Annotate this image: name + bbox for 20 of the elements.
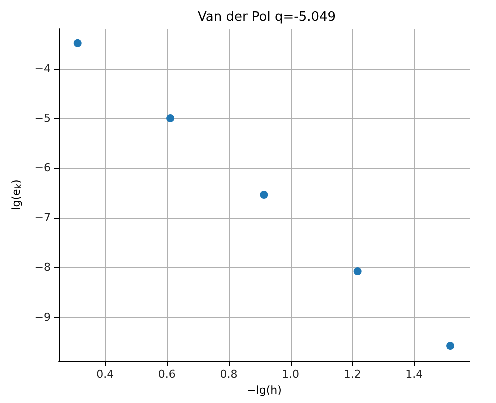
x-tick-label: 0.4 — [96, 368, 114, 381]
point — [74, 39, 82, 48]
chart-title: Van der Pol q=-5.049 — [198, 10, 336, 25]
y-tick-label: −6 — [34, 162, 51, 175]
point — [260, 191, 268, 199]
x-tick-label: 1.4 — [406, 368, 424, 381]
x-tick-label: 1.2 — [344, 368, 362, 381]
x-tick-label: 1.0 — [282, 368, 300, 381]
point — [354, 268, 362, 276]
y-tick-label: −4 — [34, 62, 51, 76]
x-tick-label: 0.8 — [220, 368, 238, 381]
y-tick-label: −5 — [34, 112, 51, 125]
y-axis-title: lg(ek) — [10, 180, 24, 210]
x-axis-title: −lg(h) — [247, 384, 282, 397]
point — [446, 342, 455, 350]
y-tick-label: −8 — [34, 261, 51, 274]
y-tick-label: −9 — [34, 310, 51, 324]
point — [166, 114, 175, 122]
y-tick-label: −7 — [34, 211, 51, 224]
x-tick-label: 0.6 — [158, 368, 176, 381]
